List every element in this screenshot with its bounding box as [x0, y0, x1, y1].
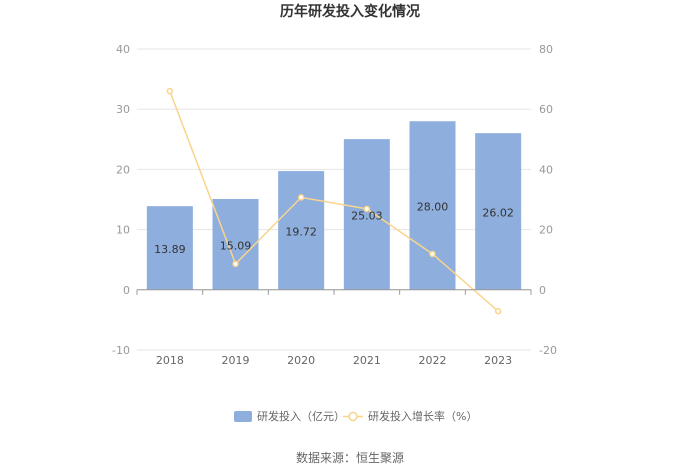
bar	[146, 206, 193, 290]
y-left-tick-label: -10	[112, 344, 130, 357]
bar-value-label: 13.89	[154, 243, 186, 256]
y-left-tick-label: 40	[116, 43, 130, 56]
y-right-tick-label: 60	[539, 103, 553, 116]
bar-value-label: 26.02	[482, 206, 514, 219]
bar	[409, 121, 456, 290]
bar-value-label: 28.00	[417, 201, 449, 214]
y-right-tick-label: 80	[539, 43, 553, 56]
y-left-tick-label: 10	[116, 224, 130, 237]
line-point	[363, 205, 371, 213]
line-point	[494, 307, 502, 315]
y-right-tick-label: 20	[539, 224, 553, 237]
bar-value-label: 15.09	[220, 239, 252, 252]
y-axis-right: -20 0 20 40 60 80	[539, 43, 557, 357]
y-left-tick-label: 20	[116, 163, 130, 176]
y-right-tick-label: 40	[539, 163, 553, 176]
bar-value-label: 19.72	[285, 225, 317, 238]
line-point	[429, 250, 436, 258]
legend-swatch-bar	[234, 411, 252, 422]
legend-label-growth-rate: 研发投入增长率（%）	[368, 409, 477, 423]
grid-lines	[137, 48, 531, 351]
y-right-tick-label: 0	[539, 284, 546, 297]
legend-item-rd-investment[interactable]: 研发投入（亿元）	[234, 409, 345, 423]
bar-series	[146, 121, 522, 290]
legend-label-rd-investment: 研发投入（亿元）	[257, 409, 345, 423]
line-point	[297, 194, 305, 201]
legend-item-growth-rate[interactable]: 研发投入增长率（%）	[343, 409, 477, 423]
x-tick-label: 2020	[287, 354, 315, 367]
bar	[475, 133, 522, 290]
line-point	[166, 87, 174, 95]
x-tick-label: 2021	[353, 354, 381, 367]
x-tick-label: 2019	[222, 354, 250, 367]
y-left-tick-label: 0	[123, 284, 130, 297]
y-axis-left: -10 0 10 20 30 40	[112, 43, 130, 357]
line-point	[232, 260, 239, 268]
source-text: 数据来源：恒生聚源	[296, 450, 404, 465]
x-axis: 2018 2019 2020 2021 2022 2023	[136, 289, 532, 367]
y-right-tick-label: -20	[539, 344, 557, 357]
bar-value-label: 25.03	[351, 209, 383, 222]
x-tick-label: 2023	[484, 354, 512, 367]
legend-swatch-marker	[348, 411, 358, 422]
bar-data-labels: 13.89 15.09 19.72 25.03 28.00 26.02	[154, 201, 514, 256]
chart-title: 历年研发投入变化情况	[280, 3, 420, 20]
y-left-tick-label: 30	[116, 103, 130, 116]
x-tick-label: 2018	[156, 354, 184, 367]
x-tick-label: 2022	[419, 354, 447, 367]
growth-rate-line	[169, 90, 499, 312]
bar	[212, 198, 259, 290]
bar	[278, 171, 325, 290]
legend[interactable]: 研发投入（亿元） 研发投入增长率（%）	[234, 409, 477, 423]
line-series	[166, 87, 502, 315]
bar	[343, 139, 390, 290]
